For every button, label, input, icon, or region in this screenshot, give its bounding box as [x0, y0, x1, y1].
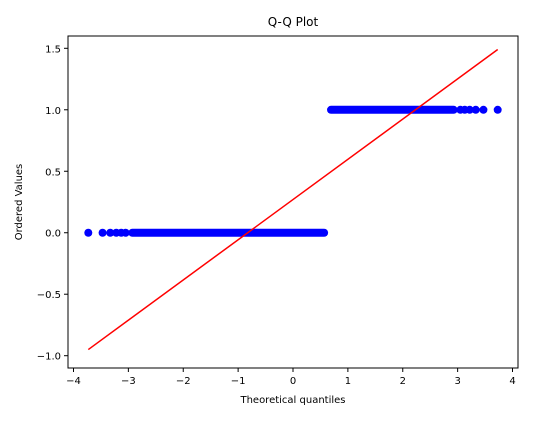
y-axis-label: Ordered Values	[14, 164, 25, 241]
data-point-1-0	[493, 105, 502, 114]
data-point-1-2	[471, 105, 480, 114]
x-tick-label: 2	[400, 376, 406, 387]
x-tick-label: −3	[121, 376, 136, 387]
x-tick-label: 3	[454, 376, 460, 387]
data-points-layer	[84, 105, 502, 237]
data-points-band-0	[128, 228, 329, 237]
chart-title: Q-Q Plot	[268, 15, 319, 29]
x-tick-label: 4	[509, 376, 515, 387]
data-point-0-2	[106, 228, 115, 237]
x-axis-ticks: −4 −3 −2 −1 0 1 2 3 4	[66, 368, 516, 387]
x-tick-label: 1	[345, 376, 351, 387]
data-points-band-1	[327, 105, 458, 114]
x-tick-label: −2	[176, 376, 191, 387]
data-point-1-1	[479, 105, 488, 114]
x-axis-label: Theoretical quantiles	[239, 395, 345, 406]
y-tick-label: −1.0	[37, 352, 61, 363]
data-point-1-5	[456, 105, 465, 114]
fit-line-layer	[87, 48, 499, 351]
data-point-0-0	[84, 228, 93, 237]
y-tick-label: −0.5	[37, 290, 61, 301]
data-point-0-5	[121, 228, 130, 237]
y-tick-label: 0.5	[45, 167, 61, 178]
y-tick-label: 1.0	[45, 106, 61, 117]
y-tick-label: 0.0	[45, 229, 61, 240]
y-axis-ticks: −1.0 −0.5 0.0 0.5 1.0 1.5	[37, 44, 68, 363]
x-tick-label: 0	[290, 376, 296, 387]
fit-line	[87, 48, 499, 351]
x-tick-label: −4	[66, 376, 81, 387]
plot-area-frame	[67, 35, 519, 369]
x-tick-label: −1	[231, 376, 246, 387]
y-tick-label: 1.5	[45, 44, 61, 55]
data-point-0-1	[98, 228, 107, 237]
